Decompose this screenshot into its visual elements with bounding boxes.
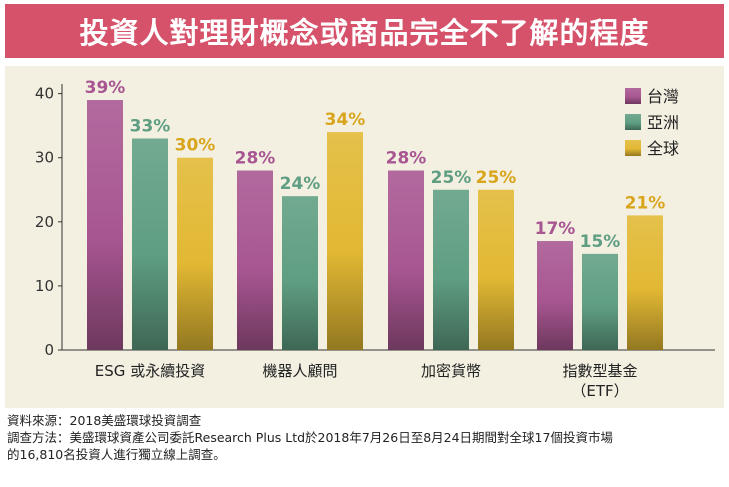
bar-全球-0 bbox=[177, 157, 213, 350]
y-tick-label: 20 bbox=[35, 213, 54, 231]
bar-亞洲-1 bbox=[282, 196, 318, 350]
y-tick-label: 10 bbox=[35, 277, 54, 295]
data-label: 34% bbox=[325, 110, 366, 130]
bar-亞洲-3 bbox=[582, 253, 618, 350]
x-category-label: 機器人顧問 bbox=[262, 362, 337, 380]
data-label: 30% bbox=[175, 136, 216, 156]
legend-label: 全球 bbox=[647, 139, 679, 158]
x-category-label: 指數型基金 bbox=[562, 362, 637, 380]
data-label: 25% bbox=[431, 168, 472, 188]
x-category-label: 加密貨幣 bbox=[421, 362, 481, 380]
legend-swatch-台灣 bbox=[625, 88, 641, 104]
bar-台灣-3 bbox=[537, 241, 573, 350]
x-category-label: （ETF） bbox=[571, 382, 628, 400]
method-note-line2: 的16,810名投資人進行獨立線上調查。 bbox=[7, 447, 226, 462]
y-tick-label: 30 bbox=[35, 149, 54, 167]
bar-台灣-0 bbox=[87, 100, 123, 350]
legend-label: 台灣 bbox=[647, 87, 679, 106]
data-label: 21% bbox=[625, 193, 666, 213]
chart-panel: 0 10 20 30 40 39% 33% 30% ESG 或永續投資 28% 24% 34% 機器人顧… bbox=[5, 66, 724, 408]
y-tick-label: 40 bbox=[35, 85, 54, 103]
data-label: 28% bbox=[235, 149, 276, 169]
data-label: 17% bbox=[535, 219, 576, 239]
title-banner: 投資人對理財概念或商品完全不了解的程度 bbox=[5, 4, 724, 58]
bar-亞洲-2 bbox=[433, 189, 469, 350]
bar-全球-2 bbox=[478, 189, 514, 350]
method-note-line1: 調查方法：美盛環球資產公司委託Research Plus Ltd於2018年7月… bbox=[7, 430, 613, 445]
legend-swatch-全球 bbox=[625, 140, 641, 156]
legend-label: 亞洲 bbox=[647, 113, 679, 132]
bar-台灣-1 bbox=[237, 170, 273, 350]
data-label: 24% bbox=[280, 174, 321, 194]
data-label: 28% bbox=[386, 149, 427, 169]
bar-亞洲-0 bbox=[132, 138, 168, 350]
bar-全球-1 bbox=[327, 132, 363, 350]
bar-台灣-2 bbox=[388, 170, 424, 350]
x-category-label: ESG 或永續投資 bbox=[95, 362, 205, 380]
source-note: 資料來源：2018美盛環球投資調查 bbox=[7, 413, 202, 428]
chart-title: 投資人對理財概念或商品完全不了解的程度 bbox=[79, 16, 650, 50]
data-label: 15% bbox=[580, 232, 621, 252]
legend-swatch-亞洲 bbox=[625, 114, 641, 130]
bar-全球-3 bbox=[627, 215, 663, 350]
data-label: 33% bbox=[130, 116, 171, 136]
data-label: 39% bbox=[85, 78, 126, 98]
y-tick-label: 0 bbox=[44, 341, 54, 359]
data-label: 25% bbox=[476, 168, 517, 188]
